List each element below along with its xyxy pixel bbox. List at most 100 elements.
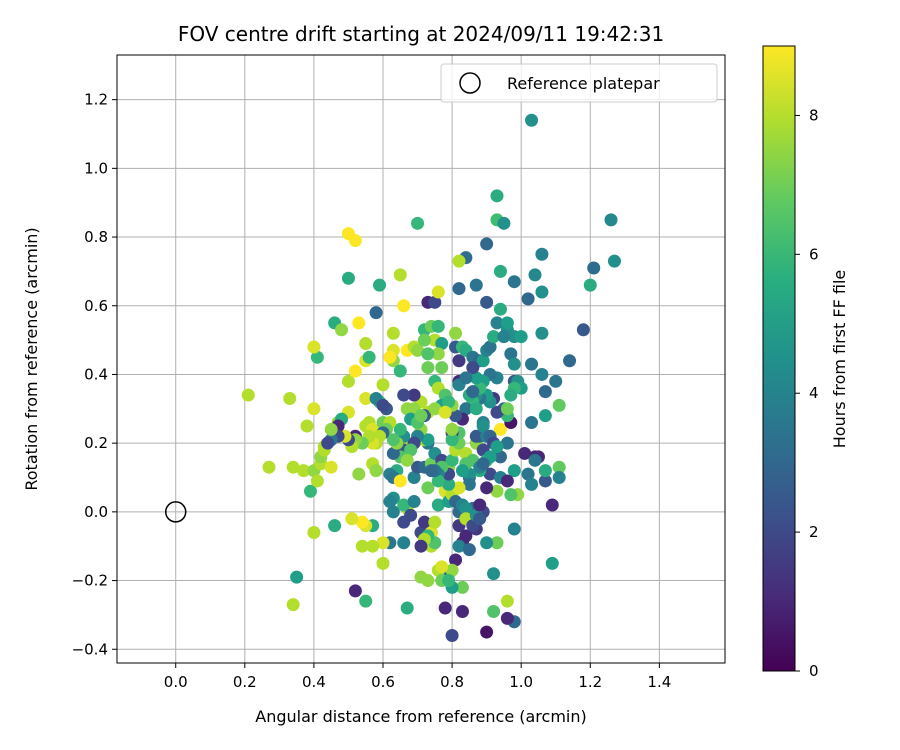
data-point <box>411 343 425 357</box>
data-point <box>366 539 380 553</box>
data-point <box>431 474 445 488</box>
data-point <box>421 481 435 495</box>
data-point <box>473 498 487 512</box>
legend-box <box>440 63 718 103</box>
data-point <box>345 512 359 526</box>
y-tick-label: 0.4 <box>84 365 108 383</box>
data-point <box>500 436 514 450</box>
x-tick-label: 0.4 <box>302 673 326 691</box>
x-tick-label: 0.8 <box>440 673 464 691</box>
y-axis-label: Rotation from reference (arcmin) <box>22 227 41 490</box>
data-point <box>535 326 549 340</box>
colorbar-tick-label: 2 <box>809 523 819 541</box>
data-point <box>535 285 549 299</box>
data-point <box>428 295 442 309</box>
data-point <box>445 433 459 447</box>
y-tick-label: 0.6 <box>84 297 108 315</box>
data-point <box>435 560 449 574</box>
data-point <box>397 388 411 402</box>
data-point <box>442 395 456 409</box>
data-point <box>455 580 469 594</box>
data-point <box>376 378 390 392</box>
data-point <box>428 515 442 529</box>
data-point <box>493 302 507 316</box>
data-point <box>490 484 504 498</box>
data-point <box>348 584 362 598</box>
colorbar <box>762 45 796 672</box>
data-point <box>538 409 552 423</box>
data-point <box>348 364 362 378</box>
data-point <box>445 563 459 577</box>
x-tick-label: 0.6 <box>371 673 395 691</box>
data-point <box>480 237 494 251</box>
data-point <box>421 361 435 375</box>
data-point <box>417 515 431 529</box>
data-point <box>286 460 300 474</box>
data-point <box>376 398 390 412</box>
data-point <box>283 392 297 406</box>
data-point <box>607 254 621 268</box>
data-point <box>462 543 476 557</box>
data-point <box>348 233 362 247</box>
colorbar-tick-label: 0 <box>809 662 819 680</box>
data-point <box>504 347 518 361</box>
data-point <box>355 539 369 553</box>
data-point <box>414 539 428 553</box>
data-point <box>359 594 373 608</box>
data-point <box>528 453 542 467</box>
data-point <box>476 457 490 471</box>
legend-label: Reference platepar <box>507 74 660 93</box>
data-point <box>286 598 300 612</box>
data-point <box>452 254 466 268</box>
y-tick-label: 0.0 <box>84 503 108 521</box>
data-point <box>352 467 366 481</box>
data-point <box>455 464 469 478</box>
data-point <box>435 337 449 351</box>
data-point <box>407 388 421 402</box>
data-point <box>442 477 456 491</box>
data-point <box>241 388 255 402</box>
data-point <box>469 402 483 416</box>
data-point <box>431 498 445 512</box>
data-point <box>490 440 504 454</box>
y-tick-label: −0.4 <box>72 640 108 658</box>
data-point <box>487 567 501 581</box>
data-point <box>518 446 532 460</box>
data-point <box>455 604 469 618</box>
data-point <box>307 402 321 416</box>
data-point <box>321 436 335 450</box>
data-point <box>583 278 597 292</box>
data-point <box>525 416 539 430</box>
data-point <box>587 261 601 275</box>
data-point <box>352 316 366 330</box>
data-point <box>490 316 504 330</box>
data-point <box>445 453 459 467</box>
data-point <box>500 474 514 488</box>
data-point <box>493 450 507 464</box>
data-point <box>431 319 445 333</box>
data-point <box>452 354 466 368</box>
data-point <box>452 481 466 495</box>
data-point <box>449 409 463 423</box>
data-point <box>466 361 480 375</box>
data-point <box>487 330 501 344</box>
colorbar-tick-label: 8 <box>809 106 819 124</box>
data-point <box>449 326 463 340</box>
x-tick-label: 0.0 <box>164 673 188 691</box>
data-point <box>393 364 407 378</box>
colorbar-label: Hours from first FF file <box>830 270 849 449</box>
data-point <box>376 556 390 570</box>
data-point <box>393 268 407 282</box>
data-point <box>386 433 400 447</box>
data-point <box>307 340 321 354</box>
data-point <box>521 292 535 306</box>
data-point <box>438 601 452 615</box>
data-point <box>521 467 535 481</box>
data-point <box>576 323 590 337</box>
data-point <box>310 350 324 364</box>
data-point <box>538 474 552 488</box>
data-point <box>431 347 445 361</box>
data-point <box>445 422 459 436</box>
data-point <box>376 536 390 550</box>
